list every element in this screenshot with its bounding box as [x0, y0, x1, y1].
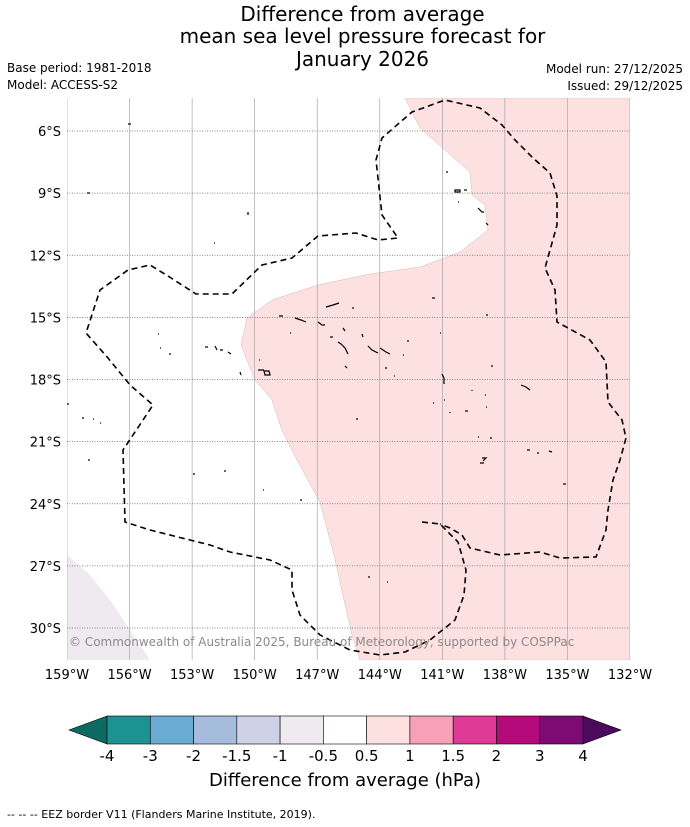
colorbar-ticks: -4 -3 -2 -1.5 -1 -0.5 0.5 1 1.5 2 3 4: [100, 747, 588, 765]
latitude-label: 15°S: [30, 311, 61, 326]
latitude-label: 30°S: [30, 622, 61, 637]
colorbar-tick-label: 1: [405, 747, 415, 765]
island-shape: [317, 321, 325, 326]
anomaly-region-negative: [67, 555, 150, 660]
colorbar-segment: [279, 715, 324, 745]
colorbar-tick-label: 1.5: [441, 747, 465, 765]
issued-date: Issued: 29/12/2025: [567, 79, 683, 93]
longitude-label: 147°W: [295, 668, 339, 683]
islands: [67, 123, 566, 583]
colorbar-segment: [366, 715, 411, 745]
map-area: © Commonwealth of Australia 2025, Bureau…: [67, 98, 630, 660]
colorbar-over-arrow: [582, 715, 622, 745]
longitude-label: 150°W: [233, 668, 277, 683]
island-shape: [485, 394, 487, 408]
island-shape: [337, 341, 349, 355]
colorbar-tick-label: 4: [578, 747, 588, 765]
latitude-label: 12°S: [30, 249, 61, 264]
island-shape: [294, 317, 307, 323]
island-shape: [325, 302, 340, 308]
island-shape: [480, 457, 488, 464]
map-figure: © Commonwealth of Australia 2025, Bureau…: [30, 98, 652, 765]
island-shape: [239, 371, 242, 376]
island-shape: [527, 449, 553, 454]
longitude-labels: 159°W 156°W 153°W 150°W 147°W 144°W 141°W 138°W…: [45, 668, 652, 683]
colorbar-segment: [452, 715, 497, 745]
longitude-label: 135°W: [545, 668, 589, 683]
base-period: Base period: 1981-2018: [7, 61, 152, 75]
island-shape: [367, 345, 379, 354]
island-shape: [220, 349, 232, 355]
island-shape: [477, 207, 484, 213]
title-line-1: Difference from average: [240, 2, 485, 26]
longitude-label: 141°W: [420, 668, 464, 683]
island-shape: [258, 369, 271, 376]
colorbar-tick-label: -4: [100, 747, 115, 765]
island-shape: [520, 384, 531, 391]
island-shape: [342, 327, 346, 332]
island-shape: [368, 576, 388, 583]
longitude-label: 153°W: [170, 668, 214, 683]
colorbar-label: Difference from average (hPa): [208, 770, 482, 791]
colorbar-tick-label: 0.5: [355, 747, 379, 765]
colorbar-tick-label: -0.5: [309, 747, 338, 765]
colorbar-segment: [149, 715, 194, 745]
island-shape: [454, 189, 461, 193]
longitude-label: 132°W: [608, 668, 652, 683]
latitude-label: 9°S: [38, 187, 61, 202]
colorbar-tick-label: -1.5: [222, 747, 251, 765]
colorbar-segment: [496, 715, 541, 745]
colorbar-segment: [409, 715, 454, 745]
model-run: Model run: 27/12/2025: [545, 62, 683, 76]
copyright-notice: © Commonwealth of Australia 2025, Bureau…: [69, 635, 574, 649]
latitude-label: 18°S: [30, 374, 61, 389]
colorbar-segment: [106, 715, 151, 745]
longitude-label: 144°W: [358, 668, 402, 683]
colorbar-segment: [323, 715, 367, 745]
longitude-label: 138°W: [483, 668, 527, 683]
longitude-label: 156°W: [107, 668, 151, 683]
colorbar-tick-label: 3: [535, 747, 545, 765]
island-shape: [433, 399, 451, 413]
colorbar-segment: [236, 715, 281, 745]
island-shape: [478, 436, 492, 439]
latitude-label: 21°S: [30, 436, 61, 451]
colorbar-tick-label: 2: [492, 747, 502, 765]
island-shape: [485, 222, 489, 226]
latitude-labels: 6°S 9°S 12°S 15°S 18°S 21°S 24°S 27°S 30°S: [30, 125, 61, 637]
latitude-label: 27°S: [30, 560, 61, 575]
island-shape: [344, 365, 348, 369]
island-shape: [82, 417, 101, 424]
model-name: Model: ACCESS-S2: [7, 78, 119, 92]
latitude-label: 24°S: [30, 498, 61, 513]
anomaly-region-positive: [240, 98, 630, 660]
eez-footnote: -- -- -- EEZ border V11 (Flanders Marine…: [7, 808, 316, 821]
island-shape: [214, 345, 218, 351]
longitude-label: 159°W: [45, 668, 89, 683]
island-shape: [441, 373, 445, 384]
island-shape: [379, 347, 391, 355]
latitude-label: 6°S: [38, 125, 61, 140]
colorbar-segment: [539, 715, 584, 745]
eez-border-french-polynesia: [85, 99, 627, 656]
colorbar-tick-label: -1: [273, 747, 288, 765]
island-shape: [361, 333, 364, 338]
colorbar: [68, 715, 622, 745]
graticule: [67, 98, 630, 660]
colorbar-tick-label: -2: [186, 747, 201, 765]
title-line-2: mean sea level pressure forecast for: [179, 24, 546, 48]
title-line-3: January 2026: [295, 47, 430, 71]
colorbar-segment: [193, 715, 238, 745]
colorbar-under-arrow: [68, 715, 108, 745]
colorbar-tick-label: -3: [143, 747, 158, 765]
island-shape: [193, 470, 226, 475]
